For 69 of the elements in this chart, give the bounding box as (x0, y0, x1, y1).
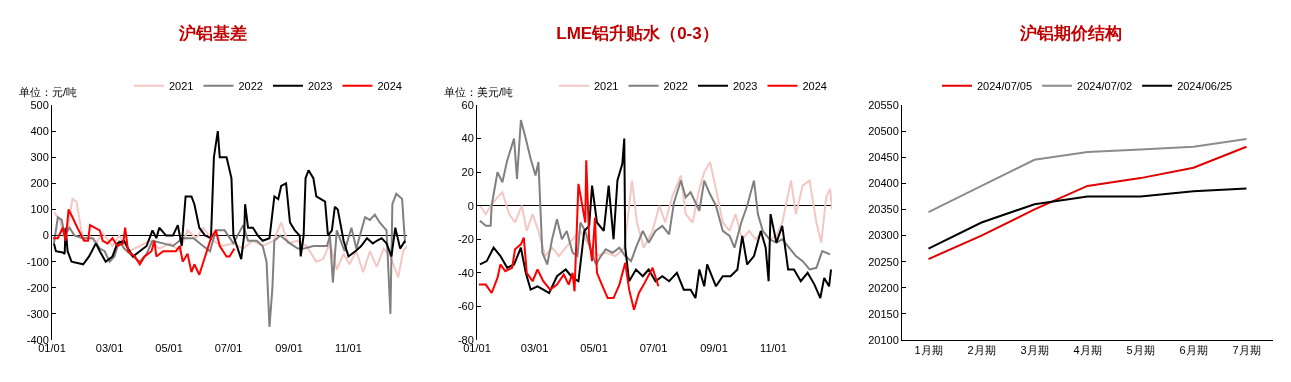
line-series (478, 161, 832, 258)
y-tick-label: -100 (26, 255, 49, 268)
x-tick-label: 03/01 (95, 342, 124, 354)
legend-label: 2022 (663, 80, 688, 93)
y-tick-label: 20200 (868, 281, 899, 294)
legend-label: 2023 (307, 80, 333, 93)
chart-title: 沪铝期价结构 (1018, 23, 1122, 43)
legend-label: 2024/07/02 (1077, 80, 1133, 93)
y-tick-label: 0 (42, 229, 49, 242)
x-tick-label: 03/01 (520, 342, 549, 354)
y-tick-label: -200 (26, 281, 49, 294)
y-tick-label: 20500 (868, 124, 899, 137)
y-tick-label: 20100 (868, 333, 899, 346)
y-tick-label: 20550 (868, 98, 899, 111)
x-tick-label: 5月期 (1126, 344, 1155, 357)
x-tick-label: 09/01 (275, 342, 303, 354)
line-series (927, 187, 1248, 250)
x-tick-label: 2月期 (967, 344, 996, 357)
legend-label: 2024/07/05 (977, 80, 1033, 93)
legend-label: 2022 (238, 80, 263, 93)
x-tick-label: 4月期 (1073, 344, 1102, 357)
y-tick-label: 20450 (868, 151, 899, 164)
x-tick-label: 6月期 (1179, 344, 1208, 357)
line-series (478, 119, 832, 271)
x-tick-label: 7月期 (1232, 344, 1261, 357)
y-tick-label: -60 (457, 300, 474, 313)
legend-label: 2024/06/25 (1177, 80, 1233, 93)
y-tick-label: 20150 (868, 307, 899, 320)
y-tick-label: 20300 (868, 229, 899, 242)
line-series (927, 137, 1248, 214)
x-tick-label: 3月期 (1020, 344, 1049, 357)
legend-label: 2024 (377, 80, 402, 93)
y-tick-label: 20 (461, 165, 474, 178)
y-tick-label: 400 (30, 124, 49, 137)
x-tick-label: 07/01 (639, 342, 668, 354)
text: 单位：元/吨 (19, 86, 78, 98)
legend-label: 2024 (802, 80, 827, 93)
legend-label: 2023 (732, 80, 758, 93)
x-tick-label: 11/01 (335, 342, 362, 354)
y-tick-label: 60 (461, 98, 474, 111)
y-tick-label: 100 (30, 203, 49, 216)
x-tick-label: 05/01 (155, 342, 183, 354)
chart-title: 沪铝基差 (177, 23, 247, 43)
y-tick-label: 40 (461, 132, 474, 145)
text: 单位：美元/吨 (444, 86, 514, 98)
y-tick-label: 20400 (868, 177, 899, 190)
chart-title: LME铝升贴水（0-3） (556, 23, 719, 43)
y-tick-label: 300 (30, 151, 49, 164)
line-series (478, 137, 832, 300)
y-tick-label: 20250 (868, 255, 899, 268)
line-series (52, 208, 236, 276)
y-tick-label: 20350 (868, 203, 899, 216)
legend-label: 2021 (594, 80, 619, 93)
x-tick-label: 05/01 (580, 342, 608, 354)
x-tick-label: 07/01 (214, 342, 243, 354)
line-series (927, 145, 1248, 261)
y-tick-label: 500 (30, 98, 49, 111)
x-tick-label: 09/01 (700, 342, 728, 354)
line-series (52, 198, 407, 279)
y-tick-label: -40 (457, 266, 474, 279)
x-tick-label: 11/01 (760, 342, 787, 354)
y-tick-label: -20 (457, 233, 474, 246)
line-series (52, 192, 407, 328)
legend-label: 2021 (169, 80, 194, 93)
y-tick-label: 200 (30, 177, 49, 190)
x-tick-label: 1月期 (914, 344, 943, 357)
y-tick-label: -300 (26, 307, 49, 320)
line-series (477, 159, 660, 311)
y-tick-label: 0 (467, 199, 474, 212)
